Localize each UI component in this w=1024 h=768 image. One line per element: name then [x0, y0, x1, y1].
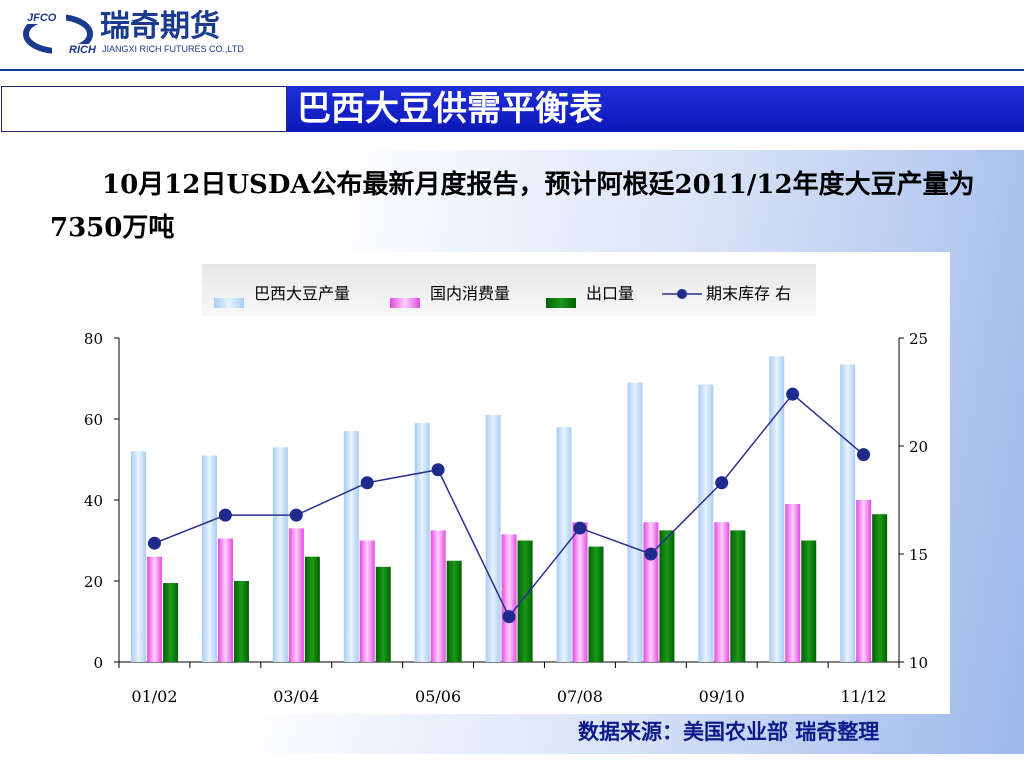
- y-left-tick-label: 80: [84, 330, 103, 348]
- bar-export: [517, 540, 533, 662]
- y-right-tick-label: 15: [909, 546, 928, 564]
- y-left-tick-label: 20: [84, 573, 103, 591]
- source-note: 数据来源：美国农业部 瑞奇整理: [578, 719, 880, 744]
- bar-export: [233, 581, 249, 662]
- bar-consumption: [856, 500, 872, 662]
- bar-export: [659, 530, 675, 662]
- bar-consumption: [147, 556, 163, 662]
- ending-stock-point: [573, 521, 587, 535]
- header-rule: [0, 69, 1024, 71]
- y-left-tick-label: 60: [84, 411, 103, 429]
- bar-consumption: [572, 522, 588, 662]
- y-right-tick-label: 25: [909, 330, 928, 348]
- bar-production: [343, 431, 359, 662]
- bar-consumption: [785, 504, 801, 662]
- bar-export: [872, 514, 888, 662]
- x-tick-label: 07/08: [557, 687, 603, 706]
- bar-production: [698, 384, 714, 662]
- chart-svg: 0 20 40 60 80 10 15 20 25 01/02 03/04 05/06 07/08 09/…: [84, 330, 928, 706]
- y-left-tick-label: 40: [84, 492, 103, 510]
- x-tick-label: 05/06: [415, 687, 461, 706]
- legend-swatch: [214, 298, 244, 308]
- bar-production: [272, 447, 288, 662]
- svg-text:JIANGXI RICH FUTURES CO.,LTD: JIANGXI RICH FUTURES CO.,LTD: [102, 44, 244, 54]
- bar-export: [446, 560, 462, 662]
- x-tick-label: 09/10: [699, 687, 745, 706]
- ending-stock-point: [431, 463, 445, 477]
- bar-production: [414, 423, 430, 662]
- bar-production: [627, 382, 643, 662]
- headline-text: 10月12日USDA公布最新月度报告，预计阿根廷2011/12年度大豆产量为73…: [50, 170, 975, 243]
- bar-production: [556, 427, 572, 662]
- legend-label: 出口量: [586, 284, 635, 303]
- bar-consumption: [643, 522, 659, 662]
- bar-consumption: [359, 540, 375, 662]
- slide-title: 巴西大豆供需平衡表: [287, 86, 1024, 132]
- chart-area: 巴西大豆产量 国内消费量 出口量 期末库存 右 0 20 40 60 80 10 15 20 25 01…: [66, 252, 950, 714]
- y-right-tick-label: 10: [909, 654, 928, 672]
- legend-label: 巴西大豆产量: [254, 284, 351, 303]
- bar-export: [375, 566, 391, 662]
- ending-stock-point: [715, 476, 729, 490]
- bar-consumption: [217, 538, 233, 662]
- svg-text:JFCO: JFCO: [27, 12, 57, 24]
- legend-label: 期末库存 右: [706, 284, 792, 303]
- y-left-tick-label: 0: [93, 654, 103, 672]
- x-tick-label: 01/02: [131, 687, 177, 706]
- svg-text:瑞奇期货: 瑞奇期货: [100, 9, 220, 44]
- bar-production: [840, 364, 856, 662]
- bar-production: [769, 356, 785, 662]
- ending-stock-point: [147, 536, 161, 550]
- ending-stock-point: [786, 387, 800, 401]
- ending-stock-point: [857, 448, 871, 462]
- ending-stock-point: [218, 508, 232, 522]
- chart-legend: 巴西大豆产量 国内消费量 出口量 期末库存 右: [202, 264, 816, 316]
- bar-export: [163, 583, 179, 662]
- bar-export: [588, 546, 604, 662]
- x-tick-label: 03/04: [273, 687, 319, 706]
- x-tick-label: 11/12: [840, 687, 886, 706]
- bar-production: [131, 451, 147, 662]
- ending-stock-point: [502, 610, 516, 624]
- company-logo: JFCO RICH 瑞奇期货 JIANGXI RICH FUTURES CO.,…: [22, 9, 244, 56]
- ending-stock-point: [644, 547, 658, 561]
- legend-line-swatch: [662, 289, 702, 299]
- bar-consumption: [288, 528, 304, 662]
- legend-swatch: [390, 298, 420, 308]
- svg-text:RICH: RICH: [69, 44, 97, 56]
- bar-consumption: [714, 522, 730, 662]
- bar-consumption: [430, 530, 446, 662]
- bar-export: [304, 556, 320, 662]
- bar-export: [801, 540, 817, 662]
- bar-production: [201, 455, 217, 662]
- y-right-tick-label: 20: [909, 438, 928, 456]
- bar-consumption: [501, 534, 517, 662]
- ending-stock-point: [289, 508, 303, 522]
- legend-label: 国内消费量: [430, 284, 511, 303]
- ending-stock-point: [360, 476, 374, 490]
- legend-swatch: [546, 298, 576, 308]
- bar-production: [485, 414, 501, 662]
- title-box-left: [1, 86, 287, 132]
- bar-export: [730, 530, 746, 662]
